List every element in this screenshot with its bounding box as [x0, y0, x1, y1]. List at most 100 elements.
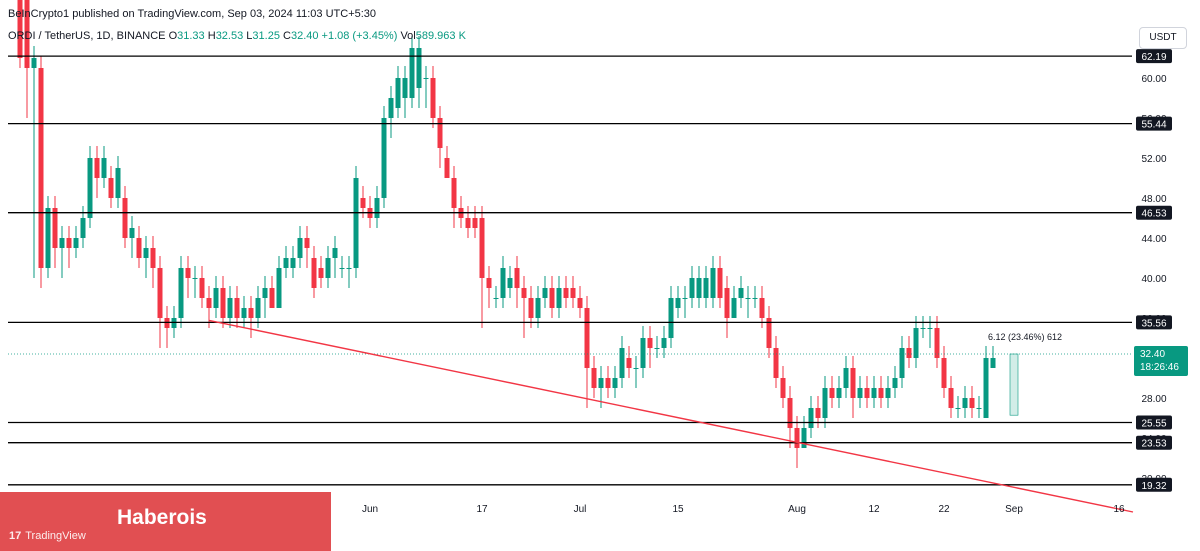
candle-body	[640, 338, 646, 368]
candle-body	[31, 58, 37, 68]
measure-box	[1009, 353, 1019, 416]
candle	[514, 256, 520, 308]
candle-body	[696, 278, 702, 298]
candle	[458, 196, 464, 228]
candle	[451, 166, 457, 228]
candle	[703, 266, 709, 308]
level-label-box	[1136, 315, 1172, 330]
level-label: 46.53	[1141, 209, 1166, 220]
candle	[318, 256, 324, 288]
candle	[276, 256, 282, 308]
candle-body	[801, 428, 807, 448]
candle	[115, 156, 121, 208]
candle-body	[598, 378, 604, 388]
candle-body	[570, 288, 576, 298]
candle-body	[381, 118, 387, 198]
candles-layer	[17, 0, 996, 468]
candle	[241, 296, 247, 328]
symbol-line: ORDI / TetherUS, 1D, BINANCE O31.33 H32.…	[8, 30, 466, 42]
candle-body	[948, 388, 954, 408]
candle-body	[52, 208, 58, 248]
candle-body	[129, 228, 135, 238]
candle	[689, 266, 695, 308]
candle-body	[990, 358, 996, 368]
candle	[850, 356, 856, 418]
level-label-box	[1136, 415, 1172, 430]
candle-body	[514, 268, 520, 288]
candle	[829, 376, 835, 408]
candle	[122, 186, 128, 248]
currency-button[interactable]: USDT	[1139, 27, 1187, 49]
candle	[94, 146, 100, 198]
candle	[185, 256, 191, 298]
candle	[556, 276, 562, 318]
candle-body	[101, 158, 107, 178]
candle	[143, 236, 149, 278]
candle-body	[871, 388, 877, 398]
candle	[45, 196, 51, 278]
candle	[416, 36, 422, 108]
candle-body	[346, 268, 352, 269]
candle	[843, 356, 849, 398]
candle-body	[626, 358, 632, 368]
candle	[857, 376, 863, 408]
candle-body	[822, 388, 828, 418]
candle-body	[437, 118, 443, 148]
candle	[913, 316, 919, 368]
candle	[682, 286, 688, 318]
candle-body	[150, 248, 156, 268]
candle-body	[157, 268, 163, 318]
candle	[738, 276, 744, 308]
candle-body	[647, 338, 653, 348]
level-label-box	[1136, 116, 1172, 131]
candle-body	[493, 298, 499, 299]
candle	[633, 356, 639, 388]
candle	[199, 266, 205, 308]
candle-body	[108, 178, 114, 198]
x-tick-label: Aug	[788, 504, 806, 515]
last-price-box	[1134, 346, 1188, 376]
candle	[255, 286, 261, 328]
candle	[178, 256, 184, 328]
level-label-box	[1136, 477, 1172, 492]
candle-body	[241, 308, 247, 318]
candle-body	[682, 298, 688, 299]
candle-body	[983, 358, 989, 418]
x-tick-label: Sep	[1005, 504, 1023, 515]
candle	[192, 266, 198, 298]
candle	[24, 0, 30, 118]
candle	[654, 336, 660, 358]
candle-body	[724, 288, 730, 318]
candle-body	[752, 298, 758, 299]
candle	[787, 386, 793, 448]
last-price-label: 32.40	[1140, 349, 1165, 360]
candle	[38, 56, 44, 288]
candle	[409, 36, 415, 108]
candle	[773, 336, 779, 388]
candle	[437, 106, 443, 168]
candle	[150, 236, 156, 288]
candle-body	[969, 398, 975, 408]
candle	[990, 346, 996, 368]
candle-body	[528, 298, 534, 318]
candle-body	[276, 268, 282, 308]
levels-layer	[8, 55, 1132, 486]
candle-body	[759, 298, 765, 318]
candle	[962, 386, 968, 418]
candle	[388, 86, 394, 138]
candle-body	[577, 298, 583, 308]
x-tick-label: 22	[938, 504, 950, 515]
candle-body	[836, 388, 842, 398]
x-tick-label: 12	[868, 504, 880, 515]
open-value: 31.33	[177, 30, 205, 42]
level-label-box	[1136, 435, 1172, 450]
candle	[647, 326, 653, 368]
high-label: H	[207, 30, 216, 42]
candle	[157, 256, 163, 348]
candle	[31, 46, 37, 278]
y-tick-label: 40.00	[1141, 274, 1166, 285]
level-label-box	[1136, 49, 1172, 64]
candle-body	[738, 288, 744, 298]
candle-body	[409, 48, 415, 98]
